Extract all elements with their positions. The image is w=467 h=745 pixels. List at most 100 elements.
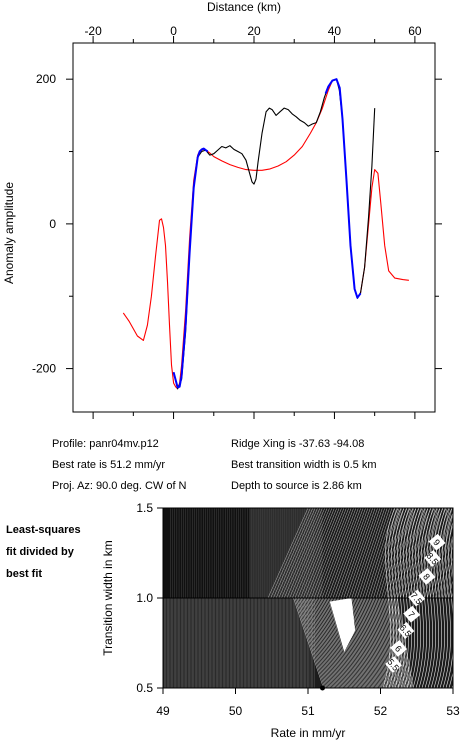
contour-line [400,508,414,688]
contour-line [389,508,417,599]
contour-line [313,508,350,599]
misfit-contour-chart: 49 50 51 52 53 0.51.01.5 98.587.576.565.5 Ra… [101,501,467,740]
contour-line [362,508,393,599]
contour-line [299,597,329,688]
contour-line [458,508,467,688]
ridge-crossing: Ridge Xing is -37.63 -94.08 [231,438,365,450]
contour-line [403,508,417,688]
contour-label-box [385,656,403,674]
contour-line [373,508,402,599]
contour-line [332,508,366,599]
contour-line [273,508,314,599]
contour-line [381,597,401,688]
contour-line [424,508,438,688]
contour-line [430,508,444,688]
contour-line [406,508,420,688]
contour-line [394,508,408,688]
contour-line [421,508,435,688]
contour-line [323,597,350,688]
contour-line [294,597,326,688]
contour-line [337,508,371,599]
contour-line [396,597,414,688]
plot-frame [72,42,436,413]
contour-line [354,508,386,599]
contour-line [368,597,389,688]
contour-line [367,508,398,599]
contour-line [457,508,467,598]
contour-line [308,508,345,599]
contour-line [305,597,335,688]
rate-tick-label: 50 [229,704,243,718]
contour-line [317,597,345,688]
depth-to-source: Depth to source is 2.86 km [231,480,362,492]
contour-line [460,508,467,598]
contour-line [297,508,335,599]
contour-line [378,597,398,688]
contour-line [320,597,348,688]
contour-line [429,508,453,599]
contour-line [351,597,375,688]
y-tick-label: -200 [32,362,56,376]
profile-name: Profile: panr04mv.p12 [52,438,159,450]
contour-line [293,597,324,688]
contour-line [275,508,316,599]
best-rate: Best rate is 51.2 mm/yr [52,459,166,471]
contour-label: 6 [393,644,404,654]
contour-line [362,597,384,688]
contour-label-box [390,639,408,657]
contour-line [375,597,396,688]
contour-line [351,508,383,599]
misfit-caption: Least-squares fit divided by best fit [6,519,81,585]
contour-line [397,508,411,688]
contour-line [324,508,359,599]
contour-line [306,597,336,688]
misfit-caption-line-3: best fit [6,568,43,580]
contour-line [363,597,385,688]
contour-line [384,597,404,688]
contour-line [395,597,413,688]
x-tick-label: -20 [84,24,102,38]
y-tick-label: 0 [49,217,56,231]
contour-line [340,508,374,599]
contour-dark-block [163,508,250,598]
contour-line [356,508,388,599]
contour-line [318,597,346,688]
contour-line [386,508,414,599]
contour-line [297,597,328,688]
contour-line [383,597,402,688]
contour-label-box [424,549,442,567]
contour-line [324,597,352,688]
width-axis-title: Transition width in km [101,540,115,656]
contour-line [377,597,397,688]
contour-line [300,508,338,599]
y-axis-title: Anomaly amplitude [2,182,16,284]
x-axis-title: Distance (km) [207,0,281,14]
projection-azimuth: Proj. Az: 90.0 deg. CW of N [52,480,187,492]
contour-line [294,508,333,599]
fit-profile-line [324,78,362,299]
contour-line [409,508,423,688]
width-tick-label: 1.0 [136,591,153,605]
contour-label-box [397,621,415,639]
contour-line [286,508,326,599]
contour-line [350,597,374,688]
contour-white-wedge [329,598,356,652]
contour-line [405,508,431,599]
rate-tick-label: 51 [301,704,315,718]
contour-line [391,508,419,599]
contour-label-box [403,605,421,623]
misfit-caption-line-2: fit divided by [6,546,74,558]
contour-line [321,597,349,688]
contour-line [427,508,441,688]
contour-line [451,682,453,688]
contour-line [335,508,369,599]
contour-line [315,597,344,688]
contour-line [366,597,388,688]
contour-line [319,508,354,599]
contour-line [348,508,381,599]
contour-line [289,508,328,599]
contour-line [442,512,453,688]
rate-axis-title: Rate in mm/yr [271,726,346,740]
contour-line [312,597,341,688]
contour-line [326,597,353,688]
